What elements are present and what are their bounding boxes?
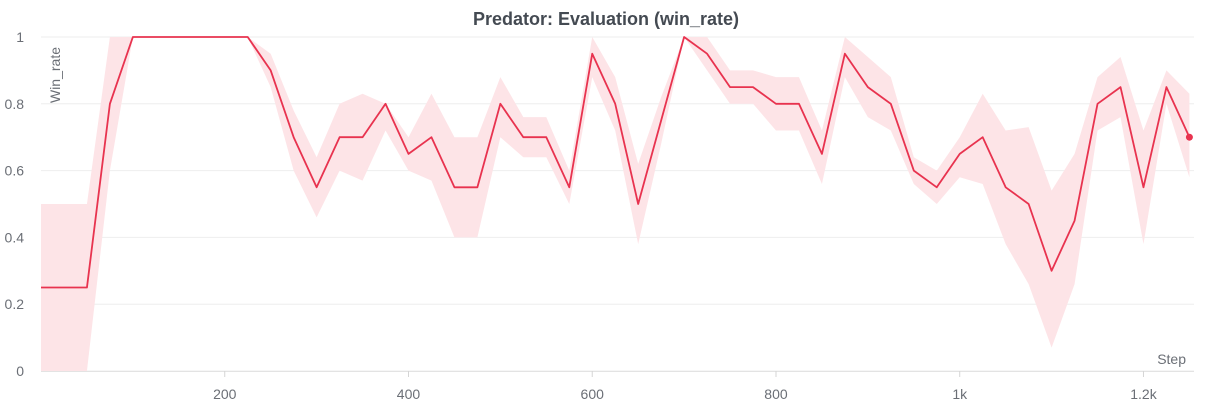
y-tick-label: 0.2 [5, 296, 25, 312]
y-tick-label: 0.4 [5, 229, 25, 245]
x-tick-label: 400 [397, 386, 421, 402]
x-tick-label: 1.2k [1130, 386, 1157, 402]
y-axis-label: Win_rate [47, 47, 63, 103]
x-tick-label: 200 [213, 386, 237, 402]
x-tick-label: 800 [764, 386, 788, 402]
confidence-band [41, 37, 1190, 371]
last-point-marker [1185, 133, 1193, 141]
x-tick-label: 1k [952, 386, 968, 402]
series-line [41, 36, 1191, 289]
y-tick-label: 0 [16, 363, 24, 379]
y-tick-label: 1 [16, 29, 24, 45]
chart-title: Predator: Evaluation (win_rate) [473, 9, 739, 29]
y-tick-label: 0.8 [5, 96, 25, 112]
x-axis-label: Step [1157, 351, 1186, 367]
x-tick-label: 600 [581, 386, 605, 402]
y-tick-label: 0.6 [5, 163, 25, 179]
axis-ticks: 0 0.2 0.4 0.6 0.8 1 200 400 600 800 1k 1.2k [5, 29, 1158, 402]
